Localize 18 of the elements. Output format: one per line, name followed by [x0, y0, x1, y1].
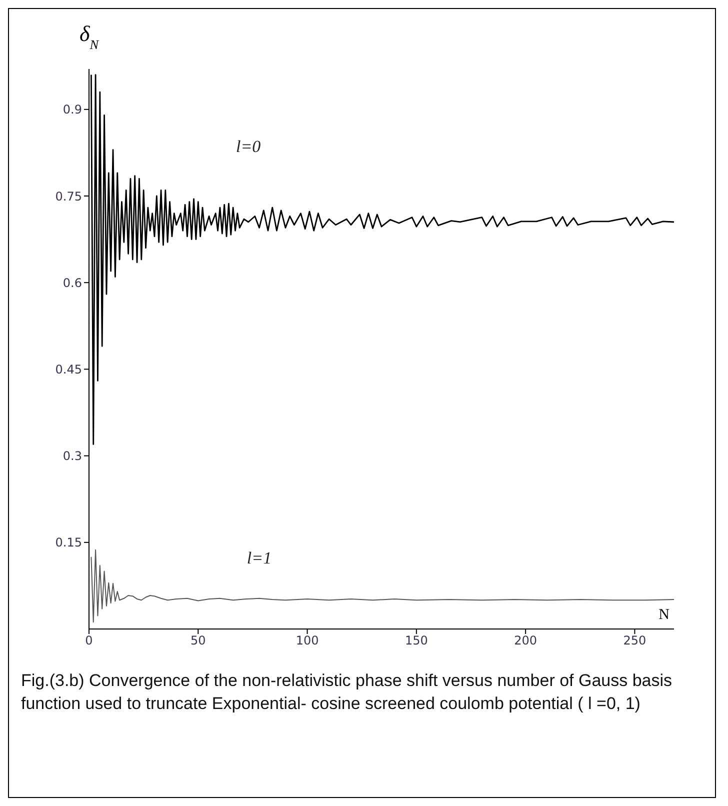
x-axis-title: N	[658, 607, 670, 623]
text: Fig.(3.b) Convergence of the non-relativistic phase shift versus number of Gauss basis function used to truncate Exponential- cosine screened coulomb potential ( l =0, 1)	[21, 670, 674, 715]
line-series	[90, 549, 674, 623]
y-tick-label: 0.15	[55, 536, 82, 550]
y-tick-label: 0.9	[62, 102, 82, 117]
series-label: l=1	[246, 548, 272, 568]
text: l=0	[236, 136, 262, 156]
y-tick-label: 0.75	[55, 189, 82, 204]
x-tick-label: 0	[85, 634, 93, 648]
y-tick-label: 0.6	[62, 276, 82, 290]
x-tick-label: 150	[404, 634, 428, 648]
y-tick-label: 0.45	[55, 362, 82, 376]
x-tick-label: 200	[514, 634, 538, 648]
y-axis-title: δ$_{N}$	[79, 21, 100, 52]
x-tick-label: 250	[623, 634, 646, 648]
x-tick-label: 50	[190, 634, 206, 648]
x-tick-label: 100	[296, 634, 319, 648]
y-tick-label: 0.3	[62, 449, 82, 464]
